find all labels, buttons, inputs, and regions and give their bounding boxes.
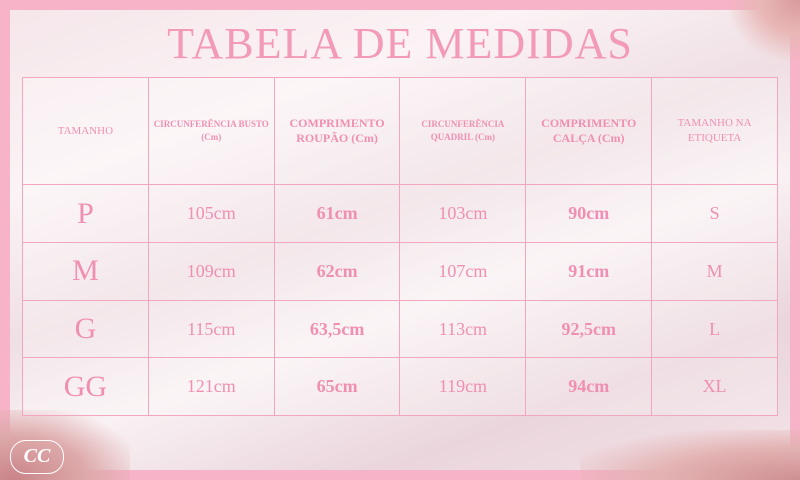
table-cell: 109cm	[147, 242, 275, 301]
table-cell: G	[22, 299, 149, 359]
table-row: G 115cm 63,5cm 113cm 92,5cm L	[22, 299, 778, 359]
table-cell: 103cm	[399, 184, 527, 244]
table-row: GG 121cm 65cm 119cm 94cm XL	[22, 357, 778, 416]
table-cell: 90cm	[525, 184, 653, 244]
table-cell: 113cm	[399, 299, 527, 359]
table-cell: M	[651, 242, 778, 301]
table-cell: 91cm	[525, 242, 653, 301]
table-cell: 115cm	[147, 299, 275, 359]
size-table: TAMANHO CIRCUNFERÊNCIA BUSTO (Cm) COMPRI…	[22, 76, 778, 416]
table-cell: 62cm	[273, 242, 401, 301]
table-cell: XL	[651, 357, 778, 416]
table-cell: L	[651, 299, 778, 359]
page-title: TABELA DE MEDIDAS	[167, 19, 633, 68]
header-cell: CIRCUNFERÊNCIA BUSTO (Cm)	[147, 76, 275, 186]
table-cell: P	[22, 184, 149, 244]
table-cell: 121cm	[147, 357, 275, 416]
table-cell: 65cm	[273, 357, 401, 416]
header-cell: COMPRIMENTO CALÇA (Cm)	[525, 76, 653, 186]
logo: CC	[10, 440, 64, 474]
table-cell: 119cm	[399, 357, 527, 416]
table-cell: GG	[22, 357, 149, 416]
header-cell: CIRCUNFERÊNCIA QUADRIL (Cm)	[399, 76, 527, 186]
table-cell: 107cm	[399, 242, 527, 301]
table-row: P 105cm 61cm 103cm 90cm S	[22, 184, 778, 244]
table-cell: 105cm	[147, 184, 275, 244]
silk-decoration	[580, 430, 800, 480]
table-cell: 61cm	[273, 184, 401, 244]
table-cell: S	[651, 184, 778, 244]
table-cell: 63,5cm	[273, 299, 401, 359]
table-header-row: TAMANHO CIRCUNFERÊNCIA BUSTO (Cm) COMPRI…	[22, 76, 778, 186]
header-cell: COMPRIMENTO ROUPÃO (Cm)	[273, 76, 401, 186]
table-cell: 92,5cm	[525, 299, 653, 359]
header-cell: TAMANHO NA ETIQUETA	[651, 76, 778, 186]
table-cell: 94cm	[525, 357, 653, 416]
table-row: M 109cm 62cm 107cm 91cm M	[22, 242, 778, 301]
table-cell: M	[22, 242, 149, 301]
header-cell: TAMANHO	[22, 76, 149, 186]
silk-decoration	[730, 0, 800, 60]
